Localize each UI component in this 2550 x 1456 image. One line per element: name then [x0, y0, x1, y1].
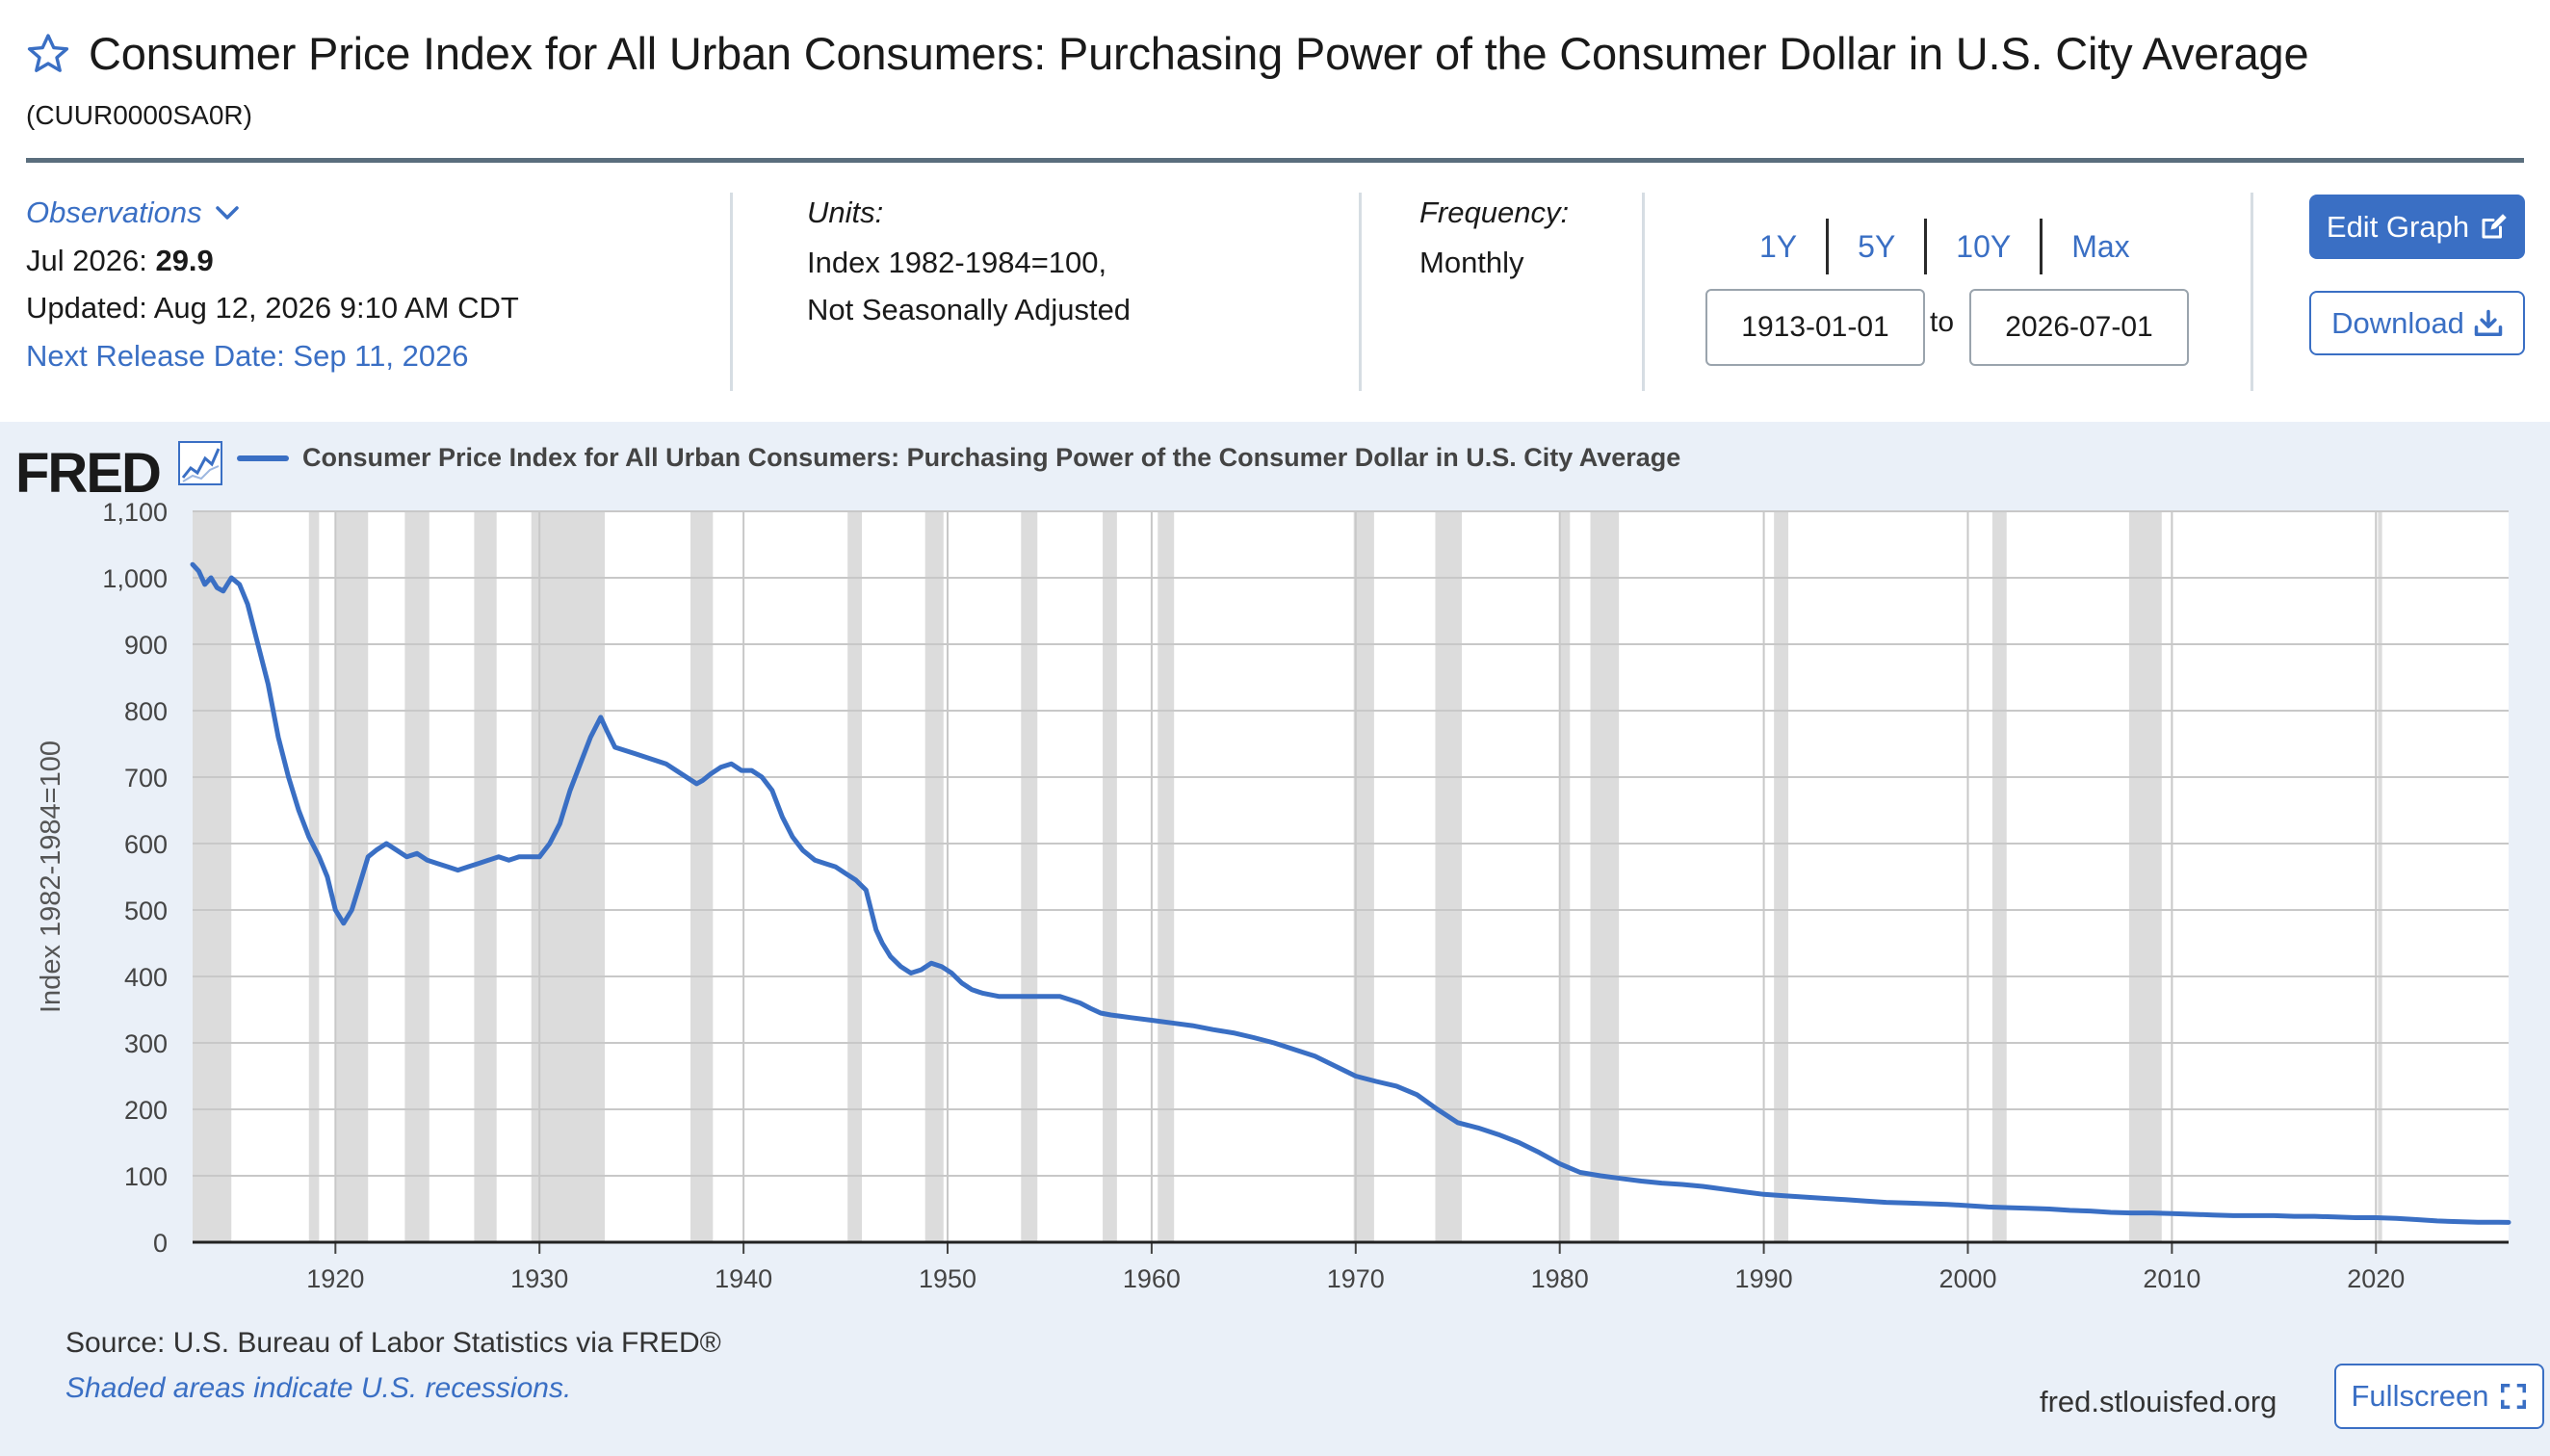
y-tick-label: 600 [124, 830, 168, 859]
recession-band [1435, 511, 1462, 1242]
latest-period: Jul 2026: [26, 243, 147, 277]
x-tick-label: 1950 [919, 1264, 976, 1288]
range-separator [2040, 219, 2043, 274]
edit-icon [2482, 213, 2507, 238]
download-button[interactable]: Download [2309, 291, 2525, 355]
frequency-value: Monthly [1419, 245, 1524, 279]
recession-band [1991, 511, 2007, 1242]
x-tick-label: 1940 [715, 1264, 772, 1288]
frequency-panel: Frequency: Monthly [1419, 189, 1569, 286]
title-row: Consumer Price Index for All Urban Consu… [25, 27, 2309, 80]
meta-divider [1359, 193, 1362, 391]
range-1y-button[interactable]: 1Y [1759, 228, 1798, 264]
series-id: (CUUR0000SA0R) [26, 100, 252, 130]
star-icon[interactable] [25, 31, 71, 77]
source-text: Source: U.S. Bureau of Labor Statistics … [65, 1327, 721, 1359]
fred-url[interactable]: fred.stlouisfed.org [2040, 1385, 2277, 1418]
x-tick-label: 1920 [306, 1264, 364, 1288]
fred-logo: FRED [15, 442, 162, 505]
range-separator [1826, 219, 1830, 274]
download-label: Download [2331, 305, 2464, 340]
legend-label: Consumer Price Index for All Urban Consu… [302, 443, 1681, 472]
fullscreen-button[interactable]: Fullscreen [2334, 1364, 2544, 1429]
latest-value: 29.9 [155, 243, 214, 277]
observations-toggle[interactable]: Observations [26, 189, 519, 237]
units-panel: Units: Index 1982-1984=100, Not Seasonal… [807, 189, 1131, 334]
series-line [190, 561, 2511, 1225]
recession-band [2128, 511, 2162, 1242]
end-date-input[interactable]: 2026-07-01 [1969, 289, 2189, 366]
x-tick-label: 1980 [1531, 1264, 1589, 1288]
recession-note: Shaded areas indicate U.S. recessions. [65, 1372, 572, 1404]
y-tick-label: 100 [124, 1162, 168, 1191]
chevron-down-icon [215, 206, 239, 220]
range-max-button[interactable]: Max [2071, 228, 2130, 264]
recession-band [2378, 511, 2382, 1242]
x-tick-label: 1960 [1123, 1264, 1181, 1288]
y-tick-label: 200 [124, 1096, 168, 1125]
units-line-1: Index 1982-1984=100, [807, 245, 1107, 279]
fullscreen-label: Fullscreen [2351, 1379, 2489, 1413]
x-tick-label: 2000 [1939, 1264, 1996, 1288]
units-label: Units: [807, 195, 884, 229]
y-tick-label: 0 [153, 1229, 168, 1258]
recession-band [404, 511, 429, 1242]
recession-band [474, 511, 497, 1242]
y-tick-label: 900 [124, 631, 168, 660]
y-tick-label: 1,100 [102, 498, 168, 527]
y-tick-label: 800 [124, 697, 168, 726]
y-tick-label: 700 [124, 764, 168, 793]
y-tick-label: 500 [124, 897, 168, 925]
recession-band [1021, 511, 1038, 1242]
latest-observation: Jul 2026: 29.9 [26, 237, 519, 285]
units-line-2: Not Seasonally Adjusted [807, 293, 1132, 327]
line-chart[interactable]: 0 100 200 300 400 500 600 700 800 900 1,000 1,100 19… [0, 422, 2550, 1288]
chart-legend: Consumer Price Index for All Urban Consu… [237, 443, 1680, 473]
y-tick-label: 400 [124, 963, 168, 992]
edit-graph-button[interactable]: Edit Graph [2309, 195, 2525, 259]
x-tick-label: 1970 [1327, 1264, 1385, 1288]
range-10y-button[interactable]: 10Y [1956, 228, 2012, 264]
y-tick-label: 300 [124, 1029, 168, 1058]
recession-band [690, 511, 714, 1242]
recession-band [1158, 511, 1175, 1242]
meta-divider [1642, 193, 1645, 391]
recession-band [531, 511, 606, 1242]
recession-band [1103, 511, 1117, 1242]
line-chart-icon [178, 441, 222, 485]
x-tick-label: 1930 [510, 1264, 568, 1288]
meta-divider [730, 193, 733, 391]
range-5y-button[interactable]: 5Y [1858, 228, 1896, 264]
fullscreen-icon [2500, 1384, 2526, 1409]
frequency-label: Frequency: [1419, 195, 1570, 229]
meta-divider [2251, 193, 2253, 391]
observations-label: Observations [26, 195, 202, 229]
start-date-input[interactable]: 1913-01-01 [1705, 289, 1925, 366]
updated-date: Updated: Aug 12, 2026 9:10 AM CDT [26, 291, 519, 325]
date-to-label: to [1930, 306, 1955, 338]
range-buttons: 1Y 5Y 10Y Max [1730, 219, 2159, 274]
recession-band [308, 511, 320, 1242]
x-tick-label: 1990 [1735, 1264, 1793, 1288]
y-axis-label: Index 1982-1984=100 [36, 741, 66, 1013]
edit-graph-label: Edit Graph [2326, 209, 2470, 244]
recession-band [1559, 511, 1571, 1242]
header-divider [26, 158, 2524, 163]
x-tick-label: 2020 [2347, 1264, 2405, 1288]
recession-band [1353, 511, 1374, 1242]
observations-panel: Observations Jul 2026: 29.9 Updated: Aug… [26, 189, 519, 379]
recession-band [193, 511, 232, 1242]
range-separator [1924, 219, 1928, 274]
x-tick-label: 2010 [2143, 1264, 2200, 1288]
recession-band [924, 511, 944, 1242]
y-tick-label: 1,000 [102, 564, 168, 593]
legend-swatch [237, 455, 289, 461]
download-icon [2474, 309, 2503, 336]
recession-band [1774, 511, 1789, 1242]
recession-band [1590, 511, 1620, 1242]
page-title: Consumer Price Index for All Urban Consu… [89, 28, 2309, 79]
chart-panel: FRED Consumer Price Index for All Urban … [0, 422, 2550, 1456]
next-release-link[interactable]: Next Release Date: Sep 11, 2026 [26, 338, 469, 373]
